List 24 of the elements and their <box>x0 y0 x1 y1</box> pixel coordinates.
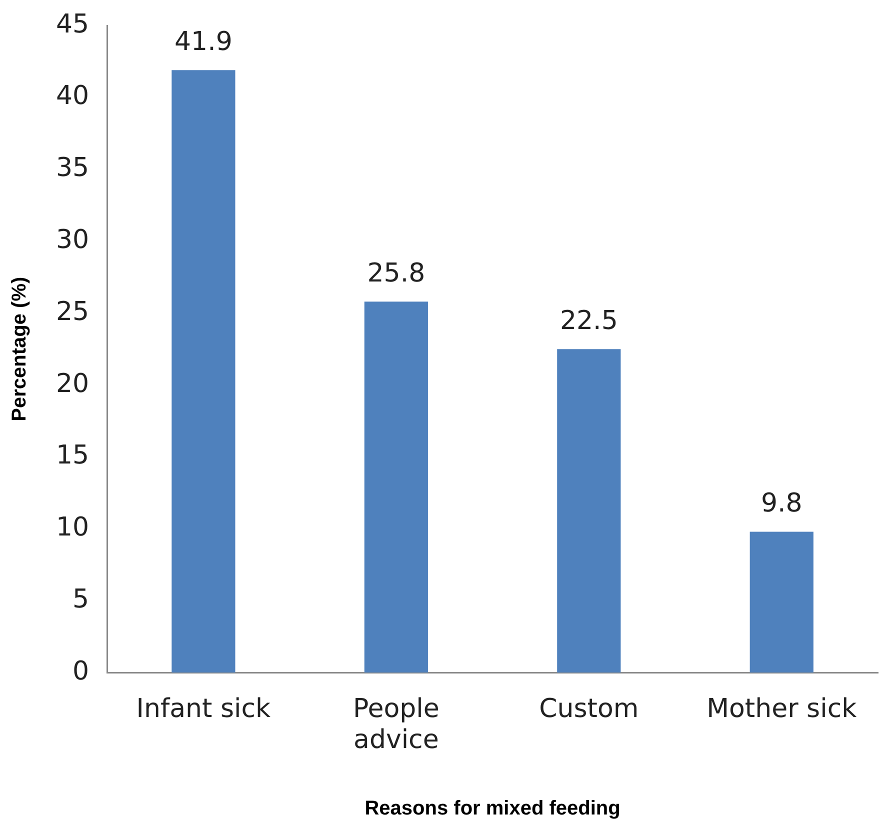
bar <box>364 302 428 673</box>
y-tick-label: 25 <box>56 296 90 327</box>
y-tick-label: 45 <box>56 9 90 40</box>
x-tick-label: Infant sick <box>136 694 271 724</box>
x-tick-label: Mother sick <box>706 694 857 724</box>
y-tick-label: 20 <box>56 368 90 399</box>
y-tick-label: 5 <box>72 584 90 614</box>
x-tick-label: People advice <box>352 694 440 756</box>
y-axis-title: Percentage (%) <box>8 276 31 422</box>
bar <box>172 70 236 673</box>
y-tick-label: 15 <box>56 440 90 471</box>
y-tick-label: 0 <box>72 656 90 686</box>
x-axis-title: Reasons for mixed feeding <box>364 798 620 820</box>
data-label: 9.8 <box>760 488 802 518</box>
data-label: 22.5 <box>560 306 618 336</box>
bar <box>750 532 814 673</box>
data-label: 41.9 <box>174 26 232 57</box>
bar <box>557 349 621 673</box>
x-tick-label: Custom <box>539 694 639 724</box>
data-label: 25.8 <box>367 258 426 288</box>
y-tick-label: 30 <box>56 225 90 256</box>
y-tick-label: 40 <box>56 81 90 112</box>
y-tick-label: 35 <box>56 153 90 184</box>
y-tick-label: 10 <box>56 512 90 543</box>
